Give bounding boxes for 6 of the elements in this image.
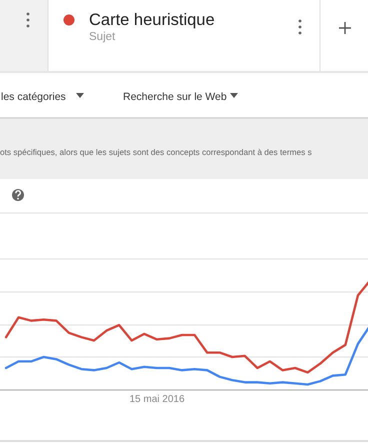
text: Recherche sur le Web <box>123 91 227 103</box>
text: Sujet <box>89 31 116 43</box>
text: ots spécifiques, alors que les sujets sont des concepts correspondant à des termes s <box>0 147 312 157</box>
text: les catégories <box>1 91 66 103</box>
text: 15 mai 2016 <box>129 394 185 405</box>
legend-label: Carte heuristique <box>89 11 215 29</box>
